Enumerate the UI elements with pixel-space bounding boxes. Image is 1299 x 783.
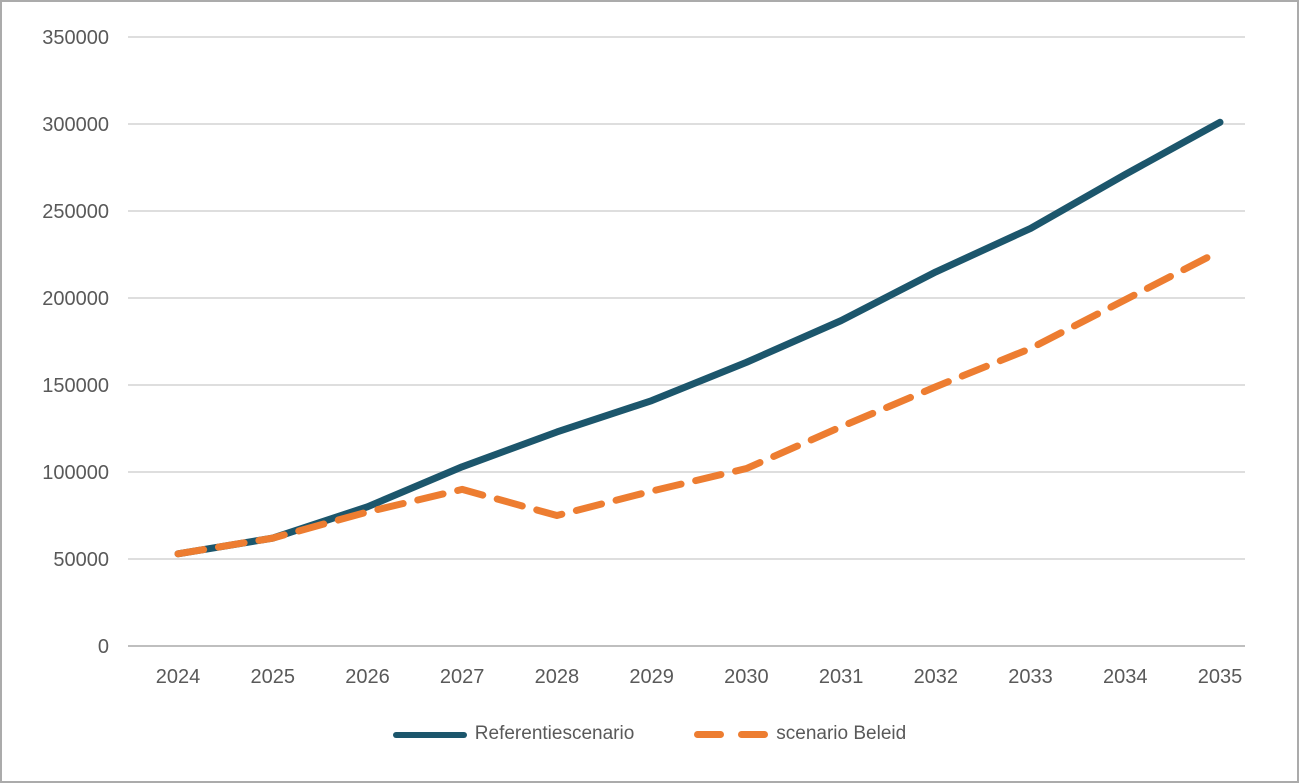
legend-label: scenario Beleid [776,723,907,744]
y-tick-label: 0 [98,636,109,658]
y-tick-label: 350000 [42,27,109,49]
x-tick-label: 2024 [156,666,201,688]
x-tick-label: 2032 [914,666,959,688]
x-tick-label: 2029 [629,666,674,688]
chart-legend: Referentiescenario scenario Beleid [2,724,1297,745]
y-tick-label: 200000 [42,288,109,310]
x-tick-label: 2025 [250,666,295,688]
series-line-0 [174,118,1224,558]
dashed-line-marker-icon [694,731,769,738]
y-tick-label: 250000 [42,201,109,223]
x-tick-label: 2033 [1008,666,1053,688]
x-tick-label: 2027 [440,666,485,688]
y-tick-label: 150000 [42,375,109,397]
y-tick-label: 300000 [42,114,109,136]
x-tick-label: 2030 [724,666,769,688]
legend-item-referentiescenario: Referentiescenario [392,723,635,745]
legend-label: Referentiescenario [474,723,635,744]
dash-segment [694,731,725,738]
y-tick-label: 50000 [53,549,109,571]
x-tick-label: 2028 [535,666,580,688]
series-line-1 [174,247,1224,558]
y-tick-label: 100000 [42,462,109,484]
x-tick-label: 2034 [1103,666,1148,688]
dash-segment [738,731,769,738]
legend-item-scenario-beleid: scenario Beleid [694,724,906,745]
x-tick-label: 2031 [819,666,864,688]
x-tick-label: 2026 [345,666,390,688]
solid-line-marker-icon [392,731,467,738]
x-tick-label: 2035 [1198,666,1243,688]
